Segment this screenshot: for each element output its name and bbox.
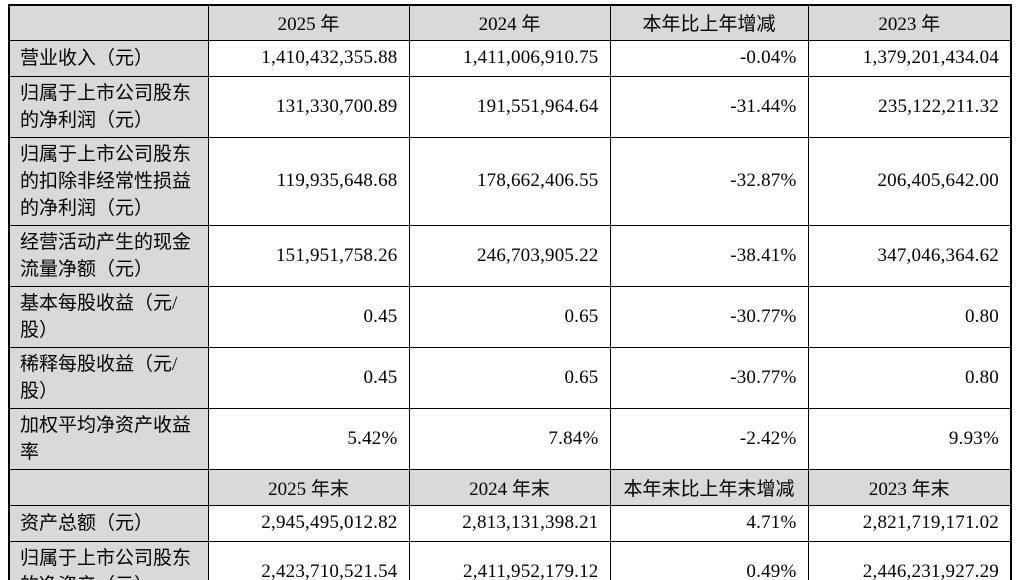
value-cell: 4.71% [609,504,809,542]
value-cell: 7.84% [408,407,611,470]
header-cell: 2024 年末 [408,468,611,506]
header-empty-cell [8,4,209,41]
value-cell: -2.42% [609,407,809,470]
header-cell: 本年比上年增减 [609,4,809,41]
header-cell: 2023 年 [807,4,1012,41]
row-label: 基本每股收益（元/股） [8,285,209,348]
table-section-yearend: 2025 年末 2024 年末 本年末比上年末增减 2023 年末 资产总额（元） 2,9… [8,468,1012,580]
value-cell: 191,551,964.64 [408,75,611,138]
table-row: 加权平均净资产收益率 5.42% 7.84% -2.42% 9.93% [8,407,1012,470]
table-row: 归属于上市公司股东的扣除非经常性损益的净利润（元） 119,935,648.68 1… [8,136,1012,226]
header-cell: 2025 年末 [207,468,410,506]
table-header-row: 2025 年 2024 年本年比上年增减 2023 年 [8,4,1012,41]
value-cell: 0.45 [207,285,410,348]
row-label: 归属于上市公司股东的扣除非经常性损益的净利润（元） [8,136,209,226]
value-cell: 1,411,006,910.75 [408,39,611,77]
table-row: 稀释每股收益（元/股） 0.45 0.65 -30.77% 0.80 [8,346,1012,409]
header-cell: 本年末比上年末增减 [609,468,809,506]
value-cell: -0.04% [609,39,809,77]
value-cell: 0.65 [408,285,611,348]
table-row: 归属于上市公司股东的净资产（元）2,423,710,521.542,411,95… [8,540,1012,580]
value-cell: -30.77% [609,346,809,409]
row-label: 经营活动产生的现金流量净额（元） [8,224,209,287]
value-cell: 246,703,905.22 [408,224,611,287]
row-label: 归属于上市公司股东的净资产（元） [8,540,209,580]
table-row: 经营活动产生的现金流量净额（元） 151,951,758.26 246,703,90… [8,224,1012,287]
header-cell: 2024 年 [408,4,611,41]
value-cell: 151,951,758.26 [207,224,410,287]
row-label: 资产总额（元） [8,504,209,542]
row-label: 稀释每股收益（元/股） [8,346,209,409]
header-empty-cell [8,468,209,506]
value-cell: -32.87% [609,136,809,226]
value-cell: 2,821,719,171.02 [807,504,1012,542]
value-cell: 1,410,432,355.88 [207,39,410,77]
value-cell: 9.93% [807,407,1012,470]
value-cell: 0.80 [807,346,1012,409]
value-cell: 206,405,642.00 [807,136,1012,226]
table-row: 营业收入（元） 1,410,432,355.88 1,411,006,910.75-… [8,39,1012,77]
value-cell: 2,446,231,927.29 [807,540,1012,580]
financial-summary-table: 2025 年 2024 年本年比上年增减 2023 年营业收入（元） 1,410,43… [8,4,1012,580]
document-page: 2025 年 2024 年本年比上年增减 2023 年营业收入（元） 1,410,43… [0,4,1018,580]
row-label: 归属于上市公司股东的净利润（元） [8,75,209,138]
value-cell: 131,330,700.89 [207,75,410,138]
value-cell: -31.44% [609,75,809,138]
row-label: 加权平均净资产收益率 [8,407,209,470]
value-cell: 0.80 [807,285,1012,348]
header-cell: 2025 年 [207,4,410,41]
row-label: 营业收入（元） [8,39,209,77]
value-cell: 2,411,952,179.12 [408,540,611,580]
table-section-annual: 2025 年 2024 年本年比上年增减 2023 年营业收入（元） 1,410,43… [8,4,1012,470]
value-cell: 347,046,364.62 [807,224,1012,287]
value-cell: 2,945,495,012.82 [207,504,410,542]
header-cell: 2023 年末 [807,468,1012,506]
value-cell: 0.49% [609,540,809,580]
table-header-row: 2025 年末 2024 年末 本年末比上年末增减 2023 年末 [8,468,1012,506]
value-cell: 119,935,648.68 [207,136,410,226]
value-cell: -30.77% [609,285,809,348]
table-row: 资产总额（元） 2,945,495,012.82 2,813,131,398.21 4… [8,504,1012,542]
value-cell: 178,662,406.55 [408,136,611,226]
value-cell: 0.45 [207,346,410,409]
value-cell: 235,122,211.32 [807,75,1012,138]
value-cell: 2,813,131,398.21 [408,504,611,542]
value-cell: 0.65 [408,346,611,409]
value-cell: 2,423,710,521.54 [207,540,410,580]
value-cell: 5.42% [207,407,410,470]
table-row: 基本每股收益（元/股） 0.45 0.65 -30.77% 0.80 [8,285,1012,348]
value-cell: 1,379,201,434.04 [807,39,1012,77]
table-row: 归属于上市公司股东的净利润（元） 131,330,700.89 191,551,96… [8,75,1012,138]
value-cell: -38.41% [609,224,809,287]
